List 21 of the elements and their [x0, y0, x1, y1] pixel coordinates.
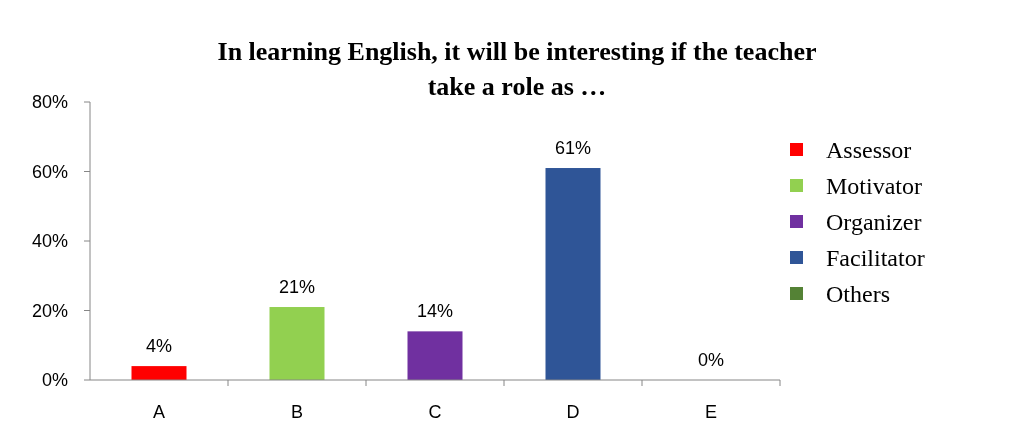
legend-label: Motivator — [826, 173, 922, 200]
y-tick-label: 20% — [31, 300, 68, 321]
x-tick-label: E — [704, 402, 718, 422]
x-tick-label: C — [428, 402, 442, 422]
text: 14% — [416, 301, 454, 322]
y-tick-label: 60% — [31, 161, 68, 182]
y-tick-label: 80% — [31, 92, 68, 113]
legend-label: Others — [826, 281, 890, 308]
chart-title: In learning English, it will be interesting if the teacher take a role as … — [217, 37, 817, 101]
text: 61% — [554, 138, 592, 159]
legend-label: Organizer — [826, 209, 922, 236]
legend-label: Facilitator — [826, 245, 925, 272]
x-tick-label: B — [290, 402, 304, 422]
y-tick-label: 40% — [31, 231, 68, 252]
y-tick-label: 0% — [41, 370, 68, 391]
x-tick-label: D — [566, 402, 580, 422]
x-tick-label: A — [152, 402, 166, 422]
legend-label: Assessor — [826, 137, 912, 164]
text: 21% — [278, 277, 316, 298]
text: 4% — [145, 336, 173, 357]
text: 0% — [697, 350, 725, 370]
